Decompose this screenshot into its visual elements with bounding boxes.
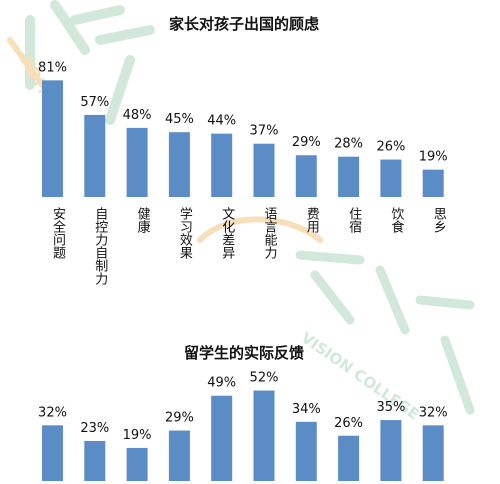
bar-value-label: 48% — [123, 108, 152, 123]
category-label: 饮食 — [388, 207, 404, 233]
bar-value-label: 32% — [38, 405, 67, 420]
chart-concerns: 家长对孩子出国的顾虑 81% 安全问题 57% 自控力自制力 48% 健康 45% 学习效果 4… — [38, 15, 448, 286]
category-label: 语言能力 — [262, 207, 278, 260]
category-label: 安全问题 — [50, 207, 66, 260]
bar — [42, 80, 63, 197]
bar-value-label: 52% — [250, 371, 279, 386]
bar — [253, 143, 275, 197]
bar-value-label: 44% — [207, 114, 236, 129]
bar-value-label: 29% — [165, 411, 194, 426]
bar — [380, 159, 402, 197]
bar-value-label: 81% — [38, 60, 67, 75]
category-label: 住宿 — [346, 207, 362, 233]
chart-1-bars: 81% 安全问题 57% 自控力自制力 48% 健康 45% 学习效果 44% 文化差异 37% 语言… — [38, 60, 448, 286]
bar — [295, 155, 317, 197]
bar — [84, 114, 106, 197]
chart-1-title: 家长对孩子出国的顾虑 — [169, 15, 319, 33]
bar — [422, 425, 444, 481]
bar — [380, 420, 402, 481]
bar-value-label: 28% — [334, 137, 363, 152]
bar — [211, 133, 233, 197]
bar-value-label: 37% — [250, 124, 279, 139]
bar-value-label: 23% — [80, 421, 109, 436]
category-label: 自控力自制力 — [92, 207, 108, 286]
bar — [253, 390, 275, 481]
bar-value-label: 49% — [207, 376, 236, 391]
category-label: 健康 — [135, 207, 151, 233]
bar-value-label: 26% — [334, 416, 363, 431]
bar-value-label: 19% — [419, 150, 448, 165]
bar — [168, 132, 190, 197]
bar — [295, 421, 317, 481]
bar-value-label: 57% — [80, 95, 109, 110]
bar — [211, 395, 233, 481]
bar — [42, 425, 63, 481]
bar-value-label: 35% — [376, 400, 405, 415]
category-label: 文化差异 — [219, 207, 235, 260]
bar — [126, 447, 148, 481]
bar-value-label: 45% — [165, 112, 194, 127]
chart-2-bars: 32% 23% 19% 29% 49% 52% 34% 26% 35% 32% — [38, 371, 448, 481]
bar — [84, 440, 106, 481]
bar — [338, 435, 360, 481]
watermark-logo-right — [197, 216, 475, 415]
bar — [126, 127, 148, 197]
bar — [422, 169, 444, 197]
bar — [168, 430, 190, 481]
chart-feedback: 留学生的实际反馈 32% 23% 19% 29% 49% 52% 34% 26% 35% 32% — [38, 344, 448, 481]
bar — [338, 156, 360, 197]
bar-value-label: 26% — [376, 140, 405, 155]
category-label: 费用 — [304, 207, 320, 234]
category-label: 思乡 — [431, 207, 447, 233]
category-label: 学习效果 — [177, 206, 193, 259]
bar-value-label: 32% — [419, 405, 448, 420]
bar-value-label: 29% — [292, 135, 321, 150]
chart-2-title: 留学生的实际反馈 — [184, 344, 304, 362]
bar-value-label: 34% — [292, 402, 321, 417]
bar-value-label: 19% — [123, 428, 152, 443]
